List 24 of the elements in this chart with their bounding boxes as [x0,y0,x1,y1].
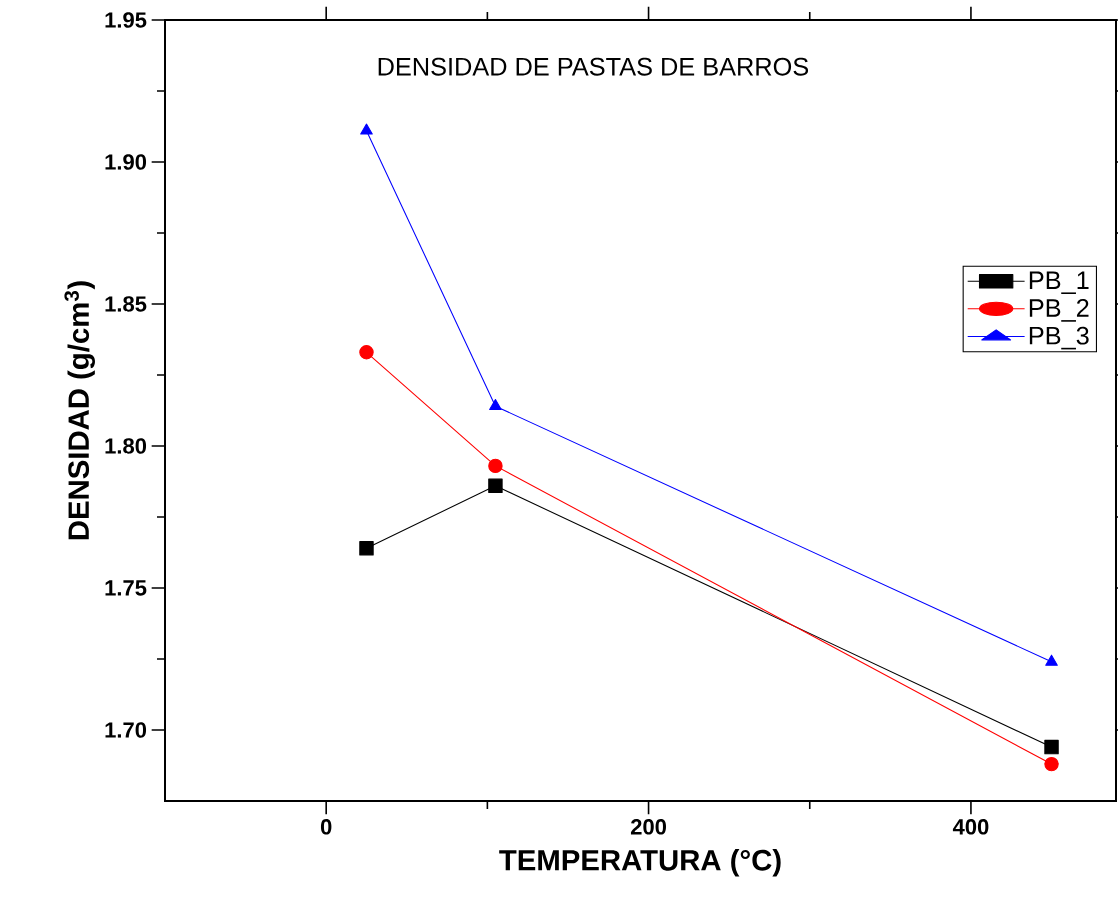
y-tick-label: 1.85 [105,296,147,312]
point [488,478,503,493]
point [360,123,373,135]
y-tick-label: 1.75 [105,580,147,596]
y-tick-label: 1.95 [105,12,147,28]
x-axis-title: TEMPERATURA (°C) [499,849,781,877]
y-tick-label: 1.70 [105,722,147,738]
point [359,345,374,360]
point [1044,739,1059,755]
legend-label: PB_2 [1029,298,1089,322]
legend-label: PB_3 [1029,326,1089,350]
y-axis-title: DENSIDAD (g/cm$^{3}$) [64,281,95,540]
point [1045,654,1058,666]
y-tick-label: 1.80 [105,438,147,454]
point [359,541,374,556]
legend-label: PB_1 [1029,271,1089,295]
point [488,458,503,474]
point [489,399,502,411]
y-tick-label: 1.90 [105,154,147,170]
point [1044,756,1059,772]
x-tick-label: 0 [320,819,332,835]
x-tick-label: 200 [630,819,667,835]
text: DENSIDAD DE PASTAS DE BARROS [378,57,809,76]
x-tick-label: 400 [952,819,989,835]
